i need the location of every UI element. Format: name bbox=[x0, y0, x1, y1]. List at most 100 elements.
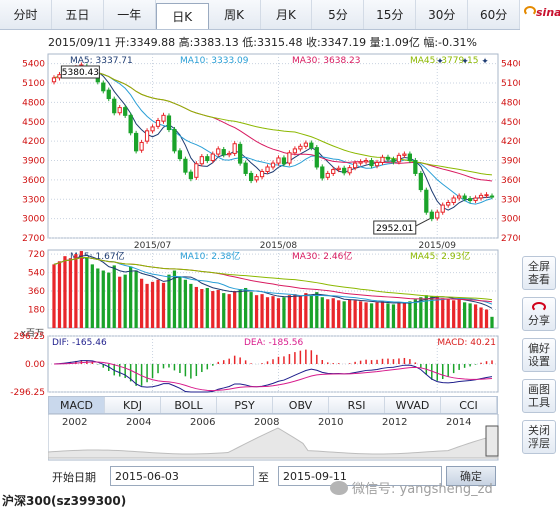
tab-1[interactable]: 五日 bbox=[52, 0, 104, 29]
candle-body bbox=[265, 166, 270, 173]
indicator-tab-kdj[interactable]: KDJ bbox=[105, 397, 161, 413]
candle-body bbox=[407, 153, 412, 162]
candle-body bbox=[402, 153, 407, 156]
candle-body bbox=[435, 211, 440, 219]
drawing-tools-button[interactable]: 画图 工具 bbox=[522, 379, 556, 413]
candle-body bbox=[451, 197, 456, 203]
indicator-tab-cci[interactable]: CCI bbox=[441, 397, 497, 413]
volume-bar bbox=[85, 257, 89, 328]
confirm-button[interactable]: 确定 bbox=[446, 466, 496, 486]
candle-body bbox=[369, 160, 374, 167]
tab-4[interactable]: 周K bbox=[209, 0, 261, 29]
volume-bar bbox=[145, 283, 149, 328]
tab-2[interactable]: 一年 bbox=[104, 0, 156, 29]
candle-body bbox=[413, 160, 418, 174]
tab-7[interactable]: 15分 bbox=[364, 0, 417, 29]
side-button-label: 设置 bbox=[528, 355, 550, 368]
indicator-tab-rsi[interactable]: RSI bbox=[329, 397, 385, 413]
marker-icon: ✦ bbox=[436, 57, 444, 67]
candle-body bbox=[342, 167, 347, 174]
volume-bar bbox=[107, 272, 111, 328]
volume-bar bbox=[282, 297, 286, 328]
start-date-input[interactable]: 2015-06-03 bbox=[110, 466, 254, 486]
indicator-tab-macd[interactable]: MACD bbox=[49, 397, 105, 413]
to-label: 至 bbox=[258, 471, 269, 484]
tab-0[interactable]: 分时 bbox=[0, 0, 52, 29]
candle-body bbox=[489, 195, 495, 198]
tab-6[interactable]: 5分 bbox=[312, 0, 365, 29]
tab-5[interactable]: 月K bbox=[261, 0, 313, 29]
indicator-tab-boll[interactable]: BOLL bbox=[161, 397, 217, 413]
indicator-tab-obv[interactable]: OBV bbox=[273, 397, 329, 413]
candle-body bbox=[57, 74, 62, 79]
candle-body bbox=[374, 161, 380, 167]
candle-body bbox=[467, 198, 473, 202]
preferences-button[interactable]: 偏好 设置 bbox=[522, 338, 556, 372]
overview-navigator[interactable]: 2002 2004 2006 2008 2010 2012 2014 bbox=[48, 414, 508, 462]
overview-year-label: 2012 bbox=[382, 417, 407, 428]
price-tick-left: 3900 bbox=[22, 157, 45, 167]
volume-bar bbox=[189, 283, 193, 328]
candle-body bbox=[139, 141, 144, 151]
candle-body bbox=[331, 169, 336, 174]
candle-body bbox=[320, 166, 325, 179]
price-tick-right: 3000 bbox=[501, 215, 520, 225]
volume-bar bbox=[337, 300, 341, 328]
volume-bar bbox=[473, 304, 478, 328]
macd-value-label: MACD: 40.21 bbox=[437, 338, 496, 348]
volume-bar bbox=[353, 300, 357, 328]
volume-bar bbox=[260, 294, 264, 328]
period-tabs: 分时 五日 一年 日K 周K 月K 5分 15分 30分 60分 bbox=[0, 0, 521, 30]
indicator-tabs: MACD KDJ BOLL PSY OBV RSI WVAD CCI bbox=[48, 396, 498, 414]
price-tick-right: 3900 bbox=[501, 157, 520, 167]
indicator-tab-psy[interactable]: PSY bbox=[217, 397, 273, 413]
volume-bar bbox=[271, 296, 275, 328]
tab-3[interactable]: 日K bbox=[155, 3, 209, 29]
volume-bar bbox=[150, 281, 155, 328]
share-button[interactable]: 分享 bbox=[522, 297, 556, 331]
price-tick-left: 4500 bbox=[22, 118, 45, 128]
marker-icon: ✦ bbox=[481, 57, 489, 67]
volume-tick: 720 bbox=[28, 250, 45, 260]
candle-body bbox=[254, 176, 259, 181]
volume-bar bbox=[139, 278, 144, 328]
candle-body bbox=[248, 172, 254, 182]
price-tick-right: 4200 bbox=[501, 137, 520, 147]
wechat-watermark: 微信号: yangsheng_zd bbox=[330, 478, 493, 497]
kline-chart[interactable]: 5400 5400 5100 5100 4800 4800 4500 4500 4200 4200… bbox=[0, 50, 520, 396]
candle-body bbox=[183, 158, 188, 173]
indicator-tab-wvad[interactable]: WVAD bbox=[385, 397, 441, 413]
candle-body bbox=[309, 142, 314, 149]
price-tick-left: 3600 bbox=[22, 176, 45, 186]
volume-bar bbox=[457, 299, 461, 328]
candle-body bbox=[101, 82, 106, 92]
volume-bar bbox=[233, 291, 237, 328]
price-tick-right: 3300 bbox=[501, 195, 520, 205]
candle-body bbox=[155, 119, 161, 127]
tab-8[interactable]: 30分 bbox=[416, 0, 469, 29]
candle-body bbox=[314, 147, 319, 168]
volume-bar bbox=[79, 251, 83, 328]
side-button-label: 浮层 bbox=[528, 437, 550, 450]
overview-range-handle[interactable] bbox=[485, 425, 499, 457]
volume-bar bbox=[484, 309, 489, 328]
sina-eye-icon bbox=[524, 6, 536, 16]
tab-9[interactable]: 60分 bbox=[468, 0, 521, 29]
volume-bar bbox=[298, 296, 302, 328]
volume-ma-label: MA30: 2.46亿 bbox=[292, 250, 352, 262]
volume-bar bbox=[129, 266, 133, 328]
candle-body bbox=[298, 145, 303, 150]
volume-bar bbox=[419, 297, 423, 328]
candle-body bbox=[112, 98, 117, 114]
side-panel: 全屏 查看分享偏好 设置画图 工具关闭 浮层 bbox=[522, 256, 558, 461]
logo-text: sina bbox=[536, 6, 560, 19]
candle-body bbox=[128, 114, 133, 134]
end-date-input[interactable]: 2015-09-11 bbox=[278, 466, 442, 486]
volume-ma-line-10 bbox=[53, 256, 493, 305]
volume-bar bbox=[342, 301, 346, 328]
low-label-pointer bbox=[413, 218, 431, 228]
close-overlay-button[interactable]: 关闭 浮层 bbox=[522, 420, 556, 454]
volume-bar bbox=[479, 307, 483, 328]
fullscreen-button[interactable]: 全屏 查看 bbox=[522, 256, 556, 290]
candle-body bbox=[358, 161, 363, 164]
